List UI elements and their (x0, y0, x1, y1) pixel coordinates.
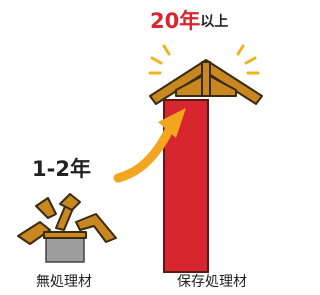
arrow (118, 128, 170, 178)
infographic: 20年以上 1-2年 無処理材 保存処理材 (0, 0, 270, 295)
title-years: 20年 (150, 9, 200, 33)
untreated-label: 無処理材 (36, 274, 92, 290)
treated-roof (150, 60, 262, 104)
untreated-post (46, 236, 84, 262)
untreated-roof (18, 194, 116, 244)
untreated-years: 1-2年 (32, 157, 91, 181)
treated-label: 保存処理材 (177, 274, 247, 290)
title-suffix: 以上 (200, 14, 228, 30)
title: 20年以上 (150, 9, 228, 33)
